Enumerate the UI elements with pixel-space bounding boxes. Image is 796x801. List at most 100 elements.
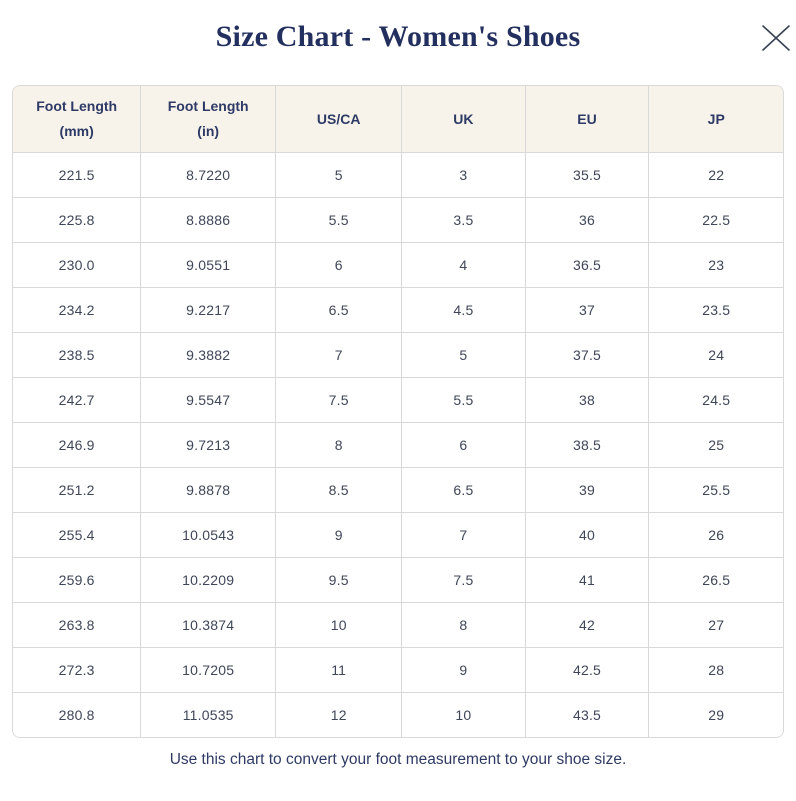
size-table: Foot Length (mm) Foot Length (in) US/CA UK EU J…: [13, 86, 783, 737]
close-icon: [762, 25, 790, 51]
column-header: UK: [401, 86, 526, 153]
table-cell: 6: [401, 422, 526, 468]
table-cell: 23.5: [648, 287, 783, 333]
table-cell: 11.0535: [140, 692, 277, 737]
column-header: Foot Length (in): [140, 86, 277, 153]
table-cell: 5.5: [401, 377, 526, 423]
table-cell: 22.5: [648, 197, 783, 243]
size-table-body: 221.5 8.7220 5 3 35.5 22 225.8 8.8886 5.5 3.5 36 22…: [13, 152, 783, 737]
table-cell: 238.5: [13, 332, 142, 378]
table-cell: 28: [648, 647, 783, 693]
table-cell: 221.5: [13, 152, 142, 198]
column-header: JP: [648, 86, 783, 153]
table-cell: 24.5: [648, 377, 783, 423]
table-cell: 37.5: [525, 332, 650, 378]
column-header: US/CA: [275, 86, 403, 153]
table-row: 234.2 9.2217 6.5 4.5 37 23.5: [13, 287, 783, 333]
table-cell: 40: [525, 512, 650, 558]
table-cell: 9.8878: [140, 467, 277, 513]
table-cell: 42: [525, 602, 650, 648]
table-cell: 3: [401, 152, 526, 198]
column-header: Foot Length (mm): [13, 86, 142, 153]
table-cell: 242.7: [13, 377, 142, 423]
table-cell: 8.8886: [140, 197, 277, 243]
footer-note: Use this chart to convert your foot meas…: [169, 751, 627, 768]
table-row: 242.7 9.5547 7.5 5.5 38 24.5: [13, 377, 783, 423]
table-cell: 8.5: [275, 467, 403, 513]
table-cell: 4.5: [401, 287, 526, 333]
page-title: Size Chart - Women's Shoes: [215, 20, 581, 53]
table-cell: 26: [648, 512, 783, 558]
table-cell: 9.0551: [140, 242, 277, 288]
table-cell: 3.5: [401, 197, 526, 243]
table-cell: 9.5: [275, 557, 403, 603]
table-row: 221.5 8.7220 5 3 35.5 22: [13, 152, 783, 198]
size-table-head-row: Foot Length (mm) Foot Length (in) US/CA UK EU J…: [13, 86, 783, 153]
table-cell: 9.7213: [140, 422, 277, 468]
table-cell: 35.5: [525, 152, 650, 198]
table-cell: 5: [401, 332, 526, 378]
table-row: 255.4 10.0543 9 7 40 26: [13, 512, 783, 558]
table-cell: 255.4: [13, 512, 142, 558]
table-cell: 5: [275, 152, 403, 198]
table-cell: 6.5: [401, 467, 526, 513]
table-cell: 6.5: [275, 287, 403, 333]
table-cell: 10.2209: [140, 557, 277, 603]
table-cell: 25.5: [648, 467, 783, 513]
table-row: 246.9 9.7213 8 6 38.5 25: [13, 422, 783, 468]
table-cell: 24: [648, 332, 783, 378]
table-cell: 39: [525, 467, 650, 513]
table-cell: 43.5: [525, 692, 650, 737]
table-cell: 29: [648, 692, 783, 737]
table-cell: 10: [275, 602, 403, 648]
table-cell: 9: [275, 512, 403, 558]
table-cell: 272.3: [13, 647, 142, 693]
table-cell: 10: [401, 692, 526, 737]
size-table-container: Foot Length (mm) Foot Length (in) US/CA UK EU J…: [12, 85, 784, 738]
table-cell: 36: [525, 197, 650, 243]
table-cell: 259.6: [13, 557, 142, 603]
table-cell: 26.5: [648, 557, 783, 603]
table-cell: 41: [525, 557, 650, 603]
table-row: 251.2 9.8878 8.5 6.5 39 25.5: [13, 467, 783, 513]
table-cell: 246.9: [13, 422, 142, 468]
table-cell: 22: [648, 152, 783, 198]
table-cell: 6: [275, 242, 403, 288]
size-chart-modal: Size Chart - Women's Shoes Foot Length (m…: [0, 20, 796, 769]
table-cell: 225.8: [13, 197, 142, 243]
table-cell: 37: [525, 287, 650, 333]
table-row: 225.8 8.8886 5.5 3.5 36 22.5: [13, 197, 783, 243]
table-cell: 9.2217: [140, 287, 277, 333]
table-cell: 5.5: [275, 197, 403, 243]
table-cell: 7: [275, 332, 403, 378]
table-cell: 7.5: [275, 377, 403, 423]
close-button[interactable]: [758, 20, 794, 56]
table-cell: 23: [648, 242, 783, 288]
table-row: 238.5 9.3882 7 5 37.5 24: [13, 332, 783, 378]
table-row: 263.8 10.3874 10 8 42 27: [13, 602, 783, 648]
table-cell: 9.5547: [140, 377, 277, 423]
table-cell: 10.0543: [140, 512, 277, 558]
table-row: 259.6 10.2209 9.5 7.5 41 26.5: [13, 557, 783, 603]
table-row: 280.8 11.0535 12 10 43.5 29: [13, 692, 783, 737]
table-cell: 280.8: [13, 692, 142, 737]
table-cell: 8.7220: [140, 152, 277, 198]
table-cell: 230.0: [13, 242, 142, 288]
table-cell: 11: [275, 647, 403, 693]
table-row: 230.0 9.0551 6 4 36.5 23: [13, 242, 783, 288]
table-cell: 9.3882: [140, 332, 277, 378]
table-cell: 7: [401, 512, 526, 558]
table-cell: 10.3874: [140, 602, 277, 648]
table-cell: 4: [401, 242, 526, 288]
table-cell: 263.8: [13, 602, 142, 648]
table-cell: 36.5: [525, 242, 650, 288]
table-row: 272.3 10.7205 11 9 42.5 28: [13, 647, 783, 693]
table-cell: 7.5: [401, 557, 526, 603]
table-cell: 27: [648, 602, 783, 648]
table-cell: 25: [648, 422, 783, 468]
table-cell: 12: [275, 692, 403, 737]
table-cell: 8: [401, 602, 526, 648]
table-cell: 38.5: [525, 422, 650, 468]
table-cell: 42.5: [525, 647, 650, 693]
table-cell: 9: [401, 647, 526, 693]
